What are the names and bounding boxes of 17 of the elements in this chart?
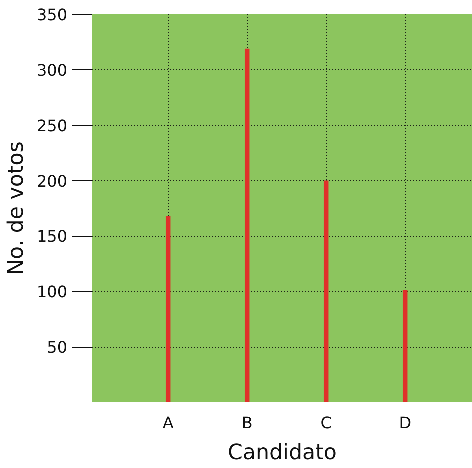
x-axis-title: Candidato <box>228 440 337 466</box>
bar <box>324 180 329 402</box>
y-tick-label: 100 <box>36 282 68 302</box>
y-tick-label: 300 <box>36 60 68 80</box>
bar <box>244 48 250 402</box>
y-tick-label: 200 <box>36 172 68 191</box>
x-tick-label: A <box>162 414 174 432</box>
y-tick-label: 150 <box>36 227 68 246</box>
y-tick-label: 250 <box>36 116 68 136</box>
bar <box>166 216 171 402</box>
y-tick-label: 50 <box>47 338 68 358</box>
bar <box>402 290 408 402</box>
y-tick-label: 350 <box>36 6 68 24</box>
x-tick-label: D <box>399 414 412 432</box>
x-tick-label: B <box>242 414 253 432</box>
x-tick-label: C <box>320 414 332 432</box>
y-axis-title: No. de votos <box>4 142 29 276</box>
